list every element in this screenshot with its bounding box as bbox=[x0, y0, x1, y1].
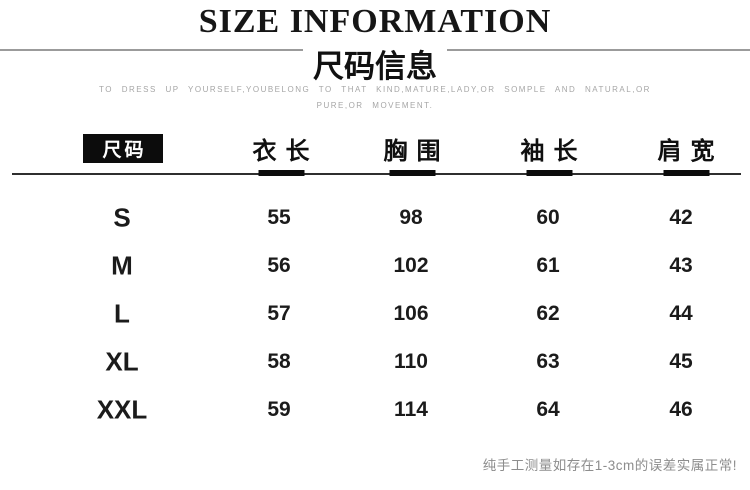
column-header-sleeve-length: 袖长 bbox=[512, 131, 587, 176]
table-row: M 56 102 61 43 bbox=[0, 242, 750, 290]
value-cell: 56 bbox=[267, 254, 291, 277]
value-cell: 46 bbox=[669, 398, 693, 421]
size-cell: M bbox=[111, 250, 133, 281]
value-cell: 55 bbox=[267, 206, 291, 229]
measurement-note: 纯手工测量如存在1-3cm的误差实属正常! bbox=[482, 458, 737, 473]
size-cell: XL bbox=[105, 346, 139, 377]
table-row: S 55 98 60 42 bbox=[0, 194, 750, 242]
tagline-line1: TO DRESS UP YOURSELF,YOUBELONG TO THAT K… bbox=[99, 85, 651, 94]
column-header-label: 胸围 bbox=[383, 138, 450, 165]
header-underline bbox=[258, 170, 304, 176]
table-row: L 57 106 62 44 bbox=[0, 290, 750, 338]
column-header-shoulder-width: 肩宽 bbox=[649, 131, 724, 176]
value-cell: 114 bbox=[394, 398, 428, 421]
value-cell: 58 bbox=[267, 350, 291, 373]
column-header-label: 肩宽 bbox=[657, 138, 724, 165]
size-cell: S bbox=[113, 202, 131, 233]
tagline-line2: PURE,OR MOVEMENT. bbox=[316, 101, 434, 110]
value-cell: 60 bbox=[536, 206, 560, 229]
value-cell: 110 bbox=[394, 350, 428, 373]
table-header: 尺码 衣长 胸围 袖长 肩宽 bbox=[0, 131, 750, 176]
size-cell: L bbox=[114, 298, 130, 329]
value-cell: 62 bbox=[536, 302, 560, 325]
value-cell: 43 bbox=[669, 254, 693, 277]
page-title: SIZE INFORMATION bbox=[198, 3, 552, 40]
value-cell: 106 bbox=[393, 302, 429, 325]
value-cell: 44 bbox=[669, 302, 693, 325]
value-cell: 98 bbox=[399, 206, 423, 229]
value-cell: 57 bbox=[267, 302, 291, 325]
value-cell: 61 bbox=[536, 254, 560, 277]
header-underline bbox=[389, 170, 435, 176]
column-header-garment-length: 衣长 bbox=[244, 131, 319, 176]
size-table-body: S 55 98 60 42 M 56 102 61 43 L 57 106 62 44 XL 58 110 63 45… bbox=[0, 194, 750, 434]
value-cell: 59 bbox=[267, 398, 291, 421]
column-header-label: 衣长 bbox=[252, 138, 319, 165]
table-row: XL 58 110 63 45 bbox=[0, 338, 750, 386]
value-cell: 64 bbox=[536, 398, 560, 421]
size-column-header: 尺码 bbox=[83, 134, 163, 163]
value-cell: 63 bbox=[536, 350, 560, 373]
value-cell: 42 bbox=[669, 206, 693, 229]
tagline: TO DRESS UP YOURSELF,YOUBELONG TO THAT K… bbox=[0, 82, 750, 114]
header-divider-line bbox=[12, 173, 741, 175]
page-subtitle: 尺码信息 bbox=[313, 48, 437, 84]
divider-line-right bbox=[447, 49, 750, 51]
size-cell: XXL bbox=[96, 394, 148, 425]
value-cell: 102 bbox=[393, 254, 429, 277]
column-header-bust: 胸围 bbox=[375, 131, 450, 176]
header-underline bbox=[526, 170, 572, 176]
table-row: XXL 59 114 64 46 bbox=[0, 386, 750, 434]
subtitle-row: 尺码信息 bbox=[0, 40, 750, 86]
column-header-label: 袖长 bbox=[520, 138, 587, 165]
header-underline bbox=[663, 170, 709, 176]
divider-line-left bbox=[0, 49, 303, 51]
value-cell: 45 bbox=[669, 350, 693, 373]
